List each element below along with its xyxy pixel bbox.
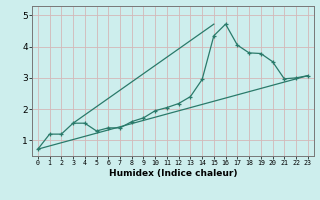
X-axis label: Humidex (Indice chaleur): Humidex (Indice chaleur) [108,169,237,178]
